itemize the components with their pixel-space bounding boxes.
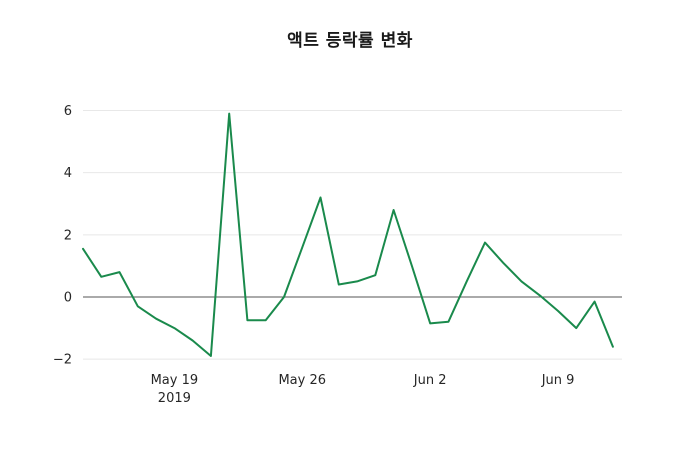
y-tick-label: 4 (64, 166, 72, 181)
y-tick-label: −2 (53, 353, 72, 368)
x-tick-label: May 26 (278, 373, 326, 388)
chart-title: 액트 등락률 변화 (287, 31, 413, 51)
x-tick-label: Jun 9 (541, 373, 575, 388)
y-tick-label: 6 (64, 104, 72, 119)
x-tick-label: Jun 2 (413, 373, 447, 388)
x-tick-label: May 19 (151, 373, 199, 388)
y-tick-label: 0 (64, 290, 72, 305)
x-tick-year-label: 2019 (158, 391, 191, 406)
y-tick-label: 2 (64, 228, 72, 243)
price-change-line (82, 112, 614, 357)
